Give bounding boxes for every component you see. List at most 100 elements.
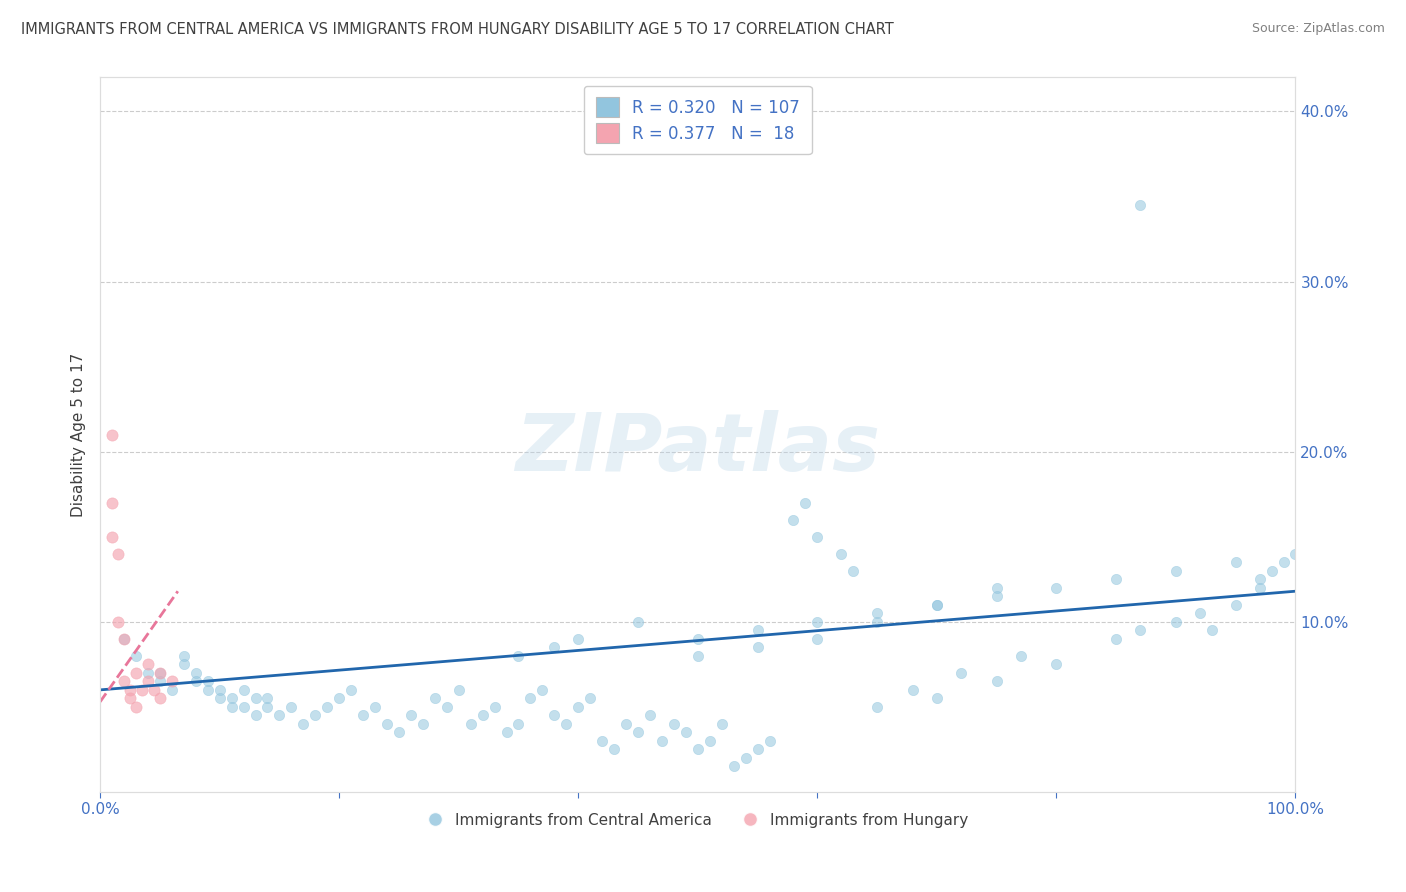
Point [107,615,129,629]
Point [508,717,530,731]
Point [555,717,578,731]
Text: ZIPatlas: ZIPatlas [515,410,880,488]
Point [986,674,1008,689]
Point [136,665,159,680]
Point [710,717,733,731]
Point [925,598,948,612]
Point [747,624,769,638]
Point [723,759,745,773]
Point [221,699,243,714]
Point [149,665,172,680]
Point [866,699,889,714]
Point [125,699,148,714]
Point [842,564,865,578]
Point [614,717,637,731]
Point [686,742,709,756]
Point [662,717,685,731]
Point [1225,598,1247,612]
Point [245,708,267,723]
Point [949,665,972,680]
Point [328,691,350,706]
Point [149,691,172,706]
Point [866,615,889,629]
Point [112,674,135,689]
Point [125,665,148,680]
Point [101,530,124,544]
Point [925,598,948,612]
Point [292,717,315,731]
Point [627,725,650,739]
Point [197,682,219,697]
Point [699,734,721,748]
Point [173,657,195,672]
Point [399,708,422,723]
Point [591,734,613,748]
Point [107,547,129,561]
Point [149,665,172,680]
Point [136,674,159,689]
Point [543,708,565,723]
Point [806,632,828,646]
Point [256,691,278,706]
Point [1225,555,1247,569]
Point [1249,581,1271,595]
Point [412,717,434,731]
Point [340,682,363,697]
Point [447,682,470,697]
Point [112,632,135,646]
Point [269,708,291,723]
Point [747,640,769,655]
Point [567,699,589,714]
Point [1284,547,1306,561]
Point [1105,572,1128,586]
Point [197,674,219,689]
Point [375,717,398,731]
Point [118,682,141,697]
Y-axis label: Disability Age 5 to 17: Disability Age 5 to 17 [72,352,86,516]
Point [543,640,565,655]
Point [118,691,141,706]
Point [830,547,852,561]
Point [232,682,254,697]
Point [567,632,589,646]
Point [901,682,924,697]
Point [1260,564,1282,578]
Point [388,725,411,739]
Point [675,725,697,739]
Point [1249,572,1271,586]
Point [1045,657,1067,672]
Point [208,682,231,697]
Point [471,708,494,723]
Point [125,648,148,663]
Point [638,708,661,723]
Point [184,674,207,689]
Point [1045,581,1067,595]
Point [160,682,183,697]
Text: Source: ZipAtlas.com: Source: ZipAtlas.com [1251,22,1385,36]
Point [1105,632,1128,646]
Point [1164,615,1187,629]
Point [316,699,339,714]
Point [806,530,828,544]
Point [627,615,650,629]
Point [806,615,828,629]
Point [208,691,231,706]
Point [925,691,948,706]
Point [149,674,172,689]
Point [423,691,446,706]
Point [221,691,243,706]
Point [1201,624,1223,638]
Point [160,674,183,689]
Point [495,725,517,739]
Point [131,682,153,697]
Point [101,427,124,442]
Point [142,682,165,697]
Point [460,717,482,731]
Point [184,665,207,680]
Legend: Immigrants from Central America, Immigrants from Hungary: Immigrants from Central America, Immigra… [422,807,974,834]
Point [280,699,302,714]
Point [1010,648,1032,663]
Point [686,648,709,663]
Point [866,607,889,621]
Point [1129,198,1152,212]
